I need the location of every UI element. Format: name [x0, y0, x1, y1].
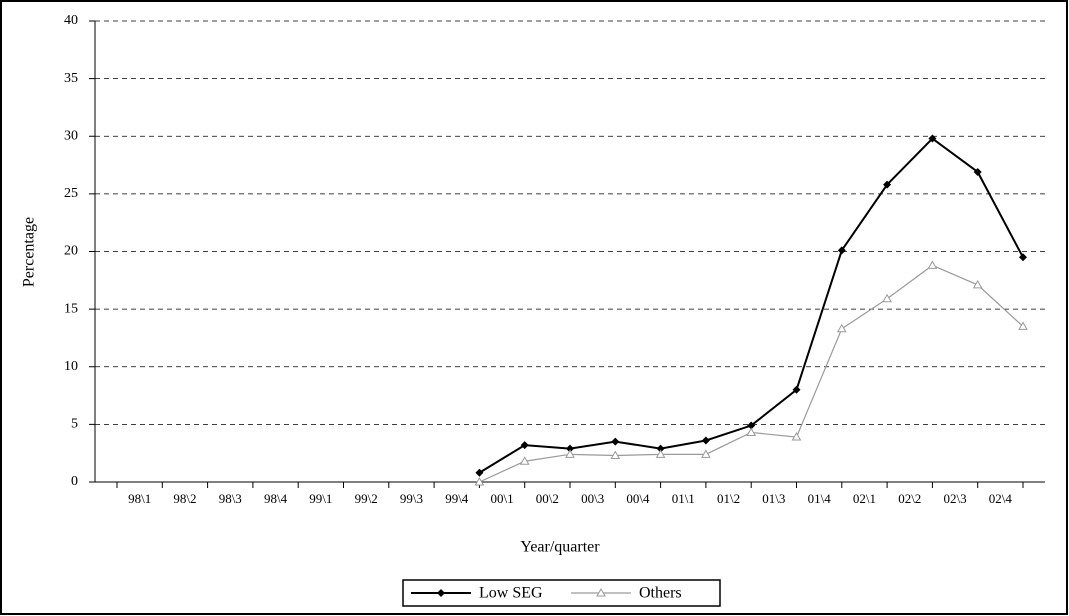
- y-tick-label: 5: [71, 417, 78, 432]
- point: [836, 323, 847, 333]
- x-tick-label: 99\1: [309, 491, 332, 506]
- y-tick-label: 20: [64, 244, 78, 259]
- legend-box: [402, 579, 721, 607]
- x-tick-label: 99\3: [400, 491, 423, 506]
- point: [475, 468, 484, 477]
- x-tick-label: 99\2: [355, 491, 378, 506]
- y-tick-label: 10: [64, 359, 78, 374]
- x-tick-label: 00\1: [490, 491, 513, 506]
- y-tick-label: 30: [64, 128, 78, 143]
- x-tick-label: 02\2: [898, 491, 921, 506]
- point: [792, 385, 801, 394]
- point: [596, 587, 606, 597]
- point: [1019, 253, 1027, 262]
- point: [655, 449, 666, 458]
- x-tick-label: 98\2: [173, 491, 196, 506]
- x-tick-label: 01\4: [808, 491, 832, 506]
- legend-label: Others: [639, 585, 682, 602]
- x-tick-label: 00\2: [536, 491, 559, 506]
- point: [610, 450, 621, 459]
- point: [837, 246, 846, 255]
- x-tick-label: 98\4: [264, 491, 288, 506]
- point: [928, 134, 937, 143]
- x-tick-label: 02\4: [989, 491, 1013, 506]
- y-tick-label: 25: [64, 186, 78, 201]
- point: [746, 427, 757, 436]
- x-axis-label: Year/quarter: [520, 539, 600, 556]
- point: [520, 441, 529, 450]
- point: [519, 456, 530, 465]
- point: [701, 449, 711, 458]
- x-tick-label: 98\1: [128, 491, 151, 506]
- x-tick-label: 01\3: [762, 491, 785, 506]
- point: [973, 167, 982, 176]
- point: [474, 476, 485, 486]
- point: [927, 260, 938, 269]
- point: [1018, 321, 1028, 330]
- legend-label: Low SEG: [479, 585, 543, 602]
- point: [882, 293, 892, 303]
- x-tick-label: 00\4: [626, 491, 650, 506]
- y-tick-label: 40: [64, 13, 78, 28]
- point: [611, 437, 620, 446]
- point: [701, 436, 710, 445]
- x-tick-label: 02\1: [853, 491, 876, 506]
- y-axis-label: Percentage: [21, 217, 38, 287]
- point: [883, 180, 892, 189]
- x-tick-label: 01\2: [717, 491, 740, 506]
- point: [972, 279, 983, 289]
- y-tick-label: 15: [64, 301, 78, 316]
- y-tick-label: 35: [64, 71, 78, 86]
- x-tick-label: 02\3: [943, 491, 966, 506]
- x-tick-label: 00\3: [581, 491, 604, 506]
- point: [656, 444, 665, 453]
- y-tick-label: 0: [71, 474, 78, 489]
- point: [566, 444, 574, 453]
- x-tick-label: 99\4: [445, 491, 469, 506]
- x-tick-label: 98\3: [219, 491, 242, 506]
- point: [565, 449, 575, 458]
- point: [747, 421, 756, 430]
- x-tick-label: 01\1: [672, 491, 695, 506]
- point: [437, 589, 445, 597]
- point: [791, 432, 802, 441]
